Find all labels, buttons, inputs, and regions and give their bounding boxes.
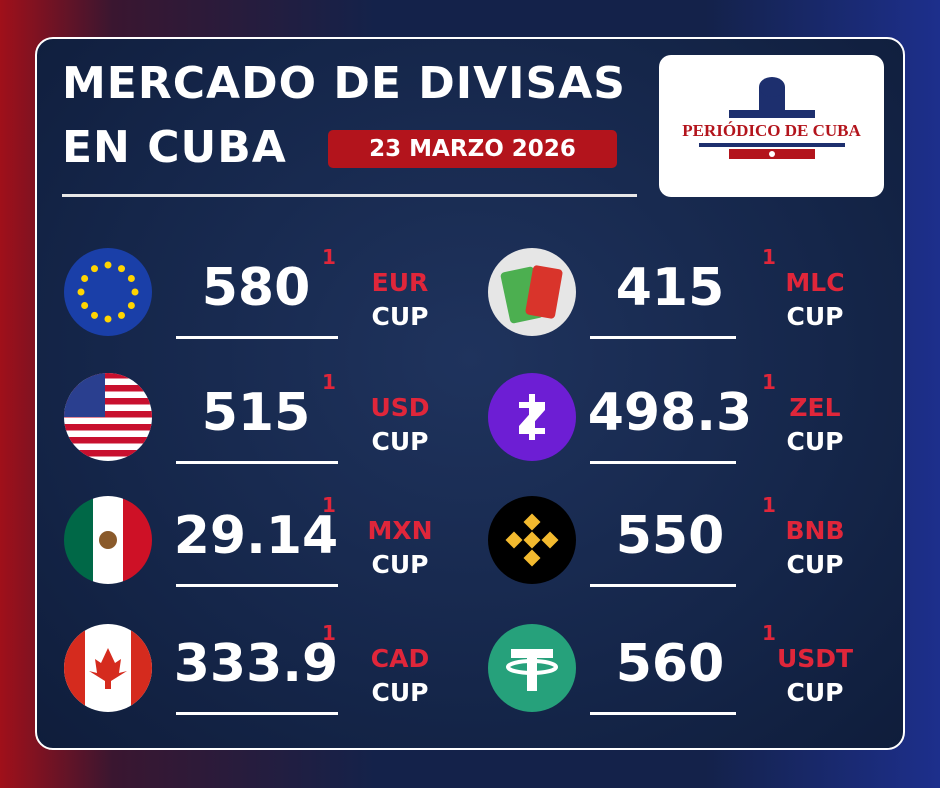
- base-currency: CUP: [371, 550, 429, 579]
- currency-icon: [63, 247, 153, 337]
- underline: [176, 461, 338, 464]
- base-currency: CUP: [371, 678, 429, 707]
- base-currency: CUP: [786, 678, 844, 707]
- currency-code: CAD: [370, 644, 430, 673]
- logo: PERIÓDICO DE CUBA: [659, 55, 884, 197]
- rate-value: 550: [615, 506, 725, 566]
- currency-icon: [63, 623, 153, 713]
- icon-graphic: [64, 624, 152, 712]
- currency-icon: [487, 495, 577, 585]
- currency-code: USDT: [776, 644, 854, 673]
- change-marker: 1: [322, 370, 336, 394]
- underline: [590, 461, 736, 464]
- change-marker: 1: [762, 370, 776, 394]
- rate-value: 580: [201, 258, 311, 318]
- base-currency: CUP: [786, 302, 844, 331]
- currency-code: BNB: [785, 516, 845, 545]
- currency-code: MLC: [785, 268, 845, 297]
- currency-icon: [487, 247, 577, 337]
- logo-graphic: [699, 77, 845, 159]
- rate-value: 333.9: [173, 634, 339, 694]
- divider: [62, 194, 637, 197]
- rate-value: 415: [615, 258, 725, 318]
- underline: [590, 336, 736, 339]
- currency-icon: [487, 623, 577, 713]
- title: EN CUBA: [62, 122, 287, 173]
- icon-graphic: [488, 496, 576, 584]
- underline: [590, 712, 736, 715]
- change-marker: 1: [322, 621, 336, 645]
- underline: [590, 584, 736, 587]
- date-badge: 23 MARZO 2026: [328, 130, 617, 168]
- underline: [176, 712, 338, 715]
- currency-code: ZEL: [789, 393, 841, 422]
- change-marker: 1: [762, 245, 776, 269]
- currency-code: EUR: [371, 268, 429, 297]
- underline: [176, 336, 338, 339]
- currency-icon: [63, 495, 153, 585]
- currency-code: MXN: [367, 516, 433, 545]
- rate-value: 29.14: [173, 506, 339, 566]
- icon-graphic: [64, 496, 152, 584]
- icon-graphic: [64, 248, 152, 336]
- change-marker: 1: [762, 621, 776, 645]
- change-marker: 1: [762, 493, 776, 517]
- icon-graphic: [488, 248, 576, 336]
- base-currency: CUP: [371, 427, 429, 456]
- logo-text: PERIÓDICO DE CUBA: [682, 121, 861, 140]
- currency-icon: [487, 372, 577, 462]
- change-marker: 1: [322, 493, 336, 517]
- currency-icon: [63, 372, 153, 462]
- base-currency: CUP: [371, 302, 429, 331]
- icon-graphic: [64, 373, 152, 461]
- currency-code: USD: [370, 393, 430, 422]
- base-currency: CUP: [786, 427, 844, 456]
- rate-value: 560: [615, 634, 725, 694]
- icon-graphic: [488, 624, 576, 712]
- change-marker: 1: [322, 245, 336, 269]
- rate-value: 515: [201, 383, 311, 443]
- title: MERCADO DE DIVISAS: [62, 58, 626, 109]
- underline: [176, 584, 338, 587]
- rate-value: 498.3: [587, 383, 753, 443]
- icon-graphic: [488, 373, 576, 461]
- base-currency: CUP: [786, 550, 844, 579]
